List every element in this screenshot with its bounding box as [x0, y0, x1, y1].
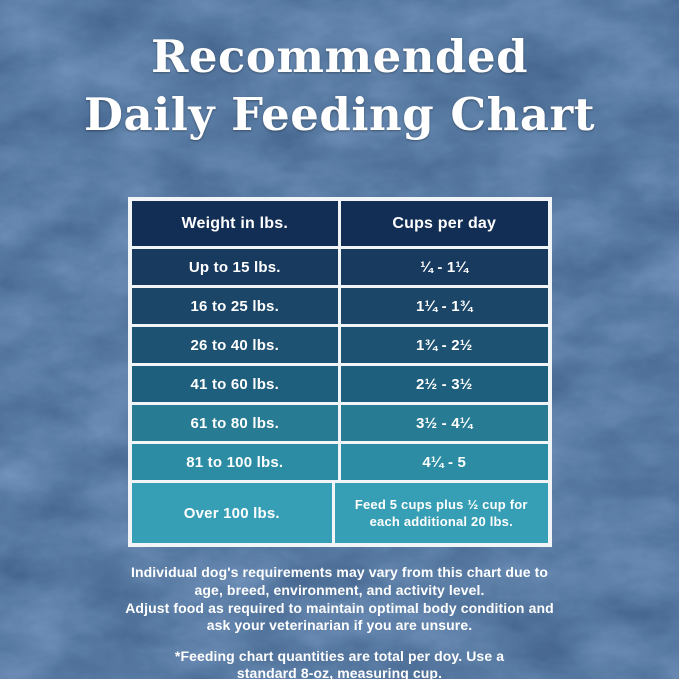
header-cups: Cups per day [341, 201, 548, 247]
table-row: Over 100 lbs. Feed 5 cups plus ½ cup for… [131, 483, 548, 544]
weight-cell: 41 to 60 lbs. [131, 366, 338, 403]
weight-cell: 16 to 25 lbs. [131, 288, 338, 325]
cups-cell: 3½ - 4¼ [341, 405, 548, 442]
cups-cell: 1¾ - 2½ [341, 327, 548, 364]
weight-cell: Over 100 lbs. [131, 483, 332, 544]
table-row: Up to 15 lbs. ¼ - 1¼ [131, 249, 548, 286]
page-title: Recommended Daily Feeding Chart [84, 28, 595, 143]
cups-cell: 1¼ - 1¾ [341, 288, 548, 325]
table-row: 41 to 60 lbs. 2½ - 3½ [131, 366, 548, 403]
weight-cell: 61 to 80 lbs. [131, 405, 338, 442]
disclaimer-text: Individual dog's requirements may vary f… [125, 564, 554, 635]
table-header-row: Weight in lbs. Cups per day [131, 201, 548, 247]
table-row: 26 to 40 lbs. 1¾ - 2½ [131, 327, 548, 364]
table-row: 81 to 100 lbs. 4¼ - 5 [131, 444, 548, 481]
weight-cell: 81 to 100 lbs. [131, 444, 338, 481]
header-weight: Weight in lbs. [131, 201, 338, 247]
cups-cell: Feed 5 cups plus ½ cup for each addition… [335, 483, 548, 544]
title-line-2: Daily Feeding Chart [83, 87, 596, 141]
footnote-text: *Feeding chart quantities are total per … [175, 648, 504, 679]
weight-cell: Up to 15 lbs. [131, 249, 338, 286]
table-row: 61 to 80 lbs. 3½ - 4¼ [131, 405, 548, 442]
disclaimer-line: age, breed, environment, and activity le… [194, 581, 485, 598]
title-line-1: Recommended [150, 30, 529, 83]
disclaimer-line: Individual dog's requirements may vary f… [130, 564, 549, 581]
cups-cell: 2½ - 3½ [341, 366, 548, 403]
cups-cell: 4¼ - 5 [341, 444, 548, 481]
weight-cell: 26 to 40 lbs. [131, 327, 338, 364]
disclaimer-line: ask your veterinarian if you are unsure. [206, 617, 473, 634]
table-row: 16 to 25 lbs. 1¼ - 1¾ [131, 288, 548, 325]
footnote-line: *Feeding chart quantities are total per … [174, 647, 505, 664]
footnote-line: standard 8-oz, measuring cup. [236, 665, 443, 679]
cups-cell: ¼ - 1¼ [341, 249, 548, 286]
feeding-table: Weight in lbs. Cups per day Up to 15 lbs… [127, 197, 552, 548]
disclaimer-line: Adjust food as required to maintain opti… [125, 599, 554, 616]
